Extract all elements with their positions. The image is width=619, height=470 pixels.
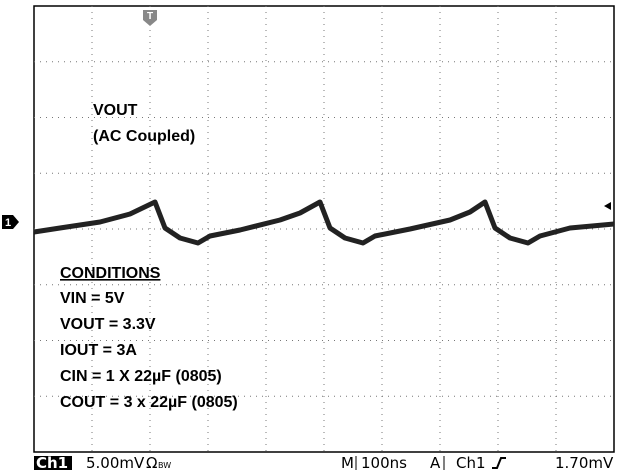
coupling-label: (AC Coupled) bbox=[93, 128, 195, 145]
condition: COUT = 3 x 22µF (0805) bbox=[60, 394, 238, 411]
scope-screen: T 1 VOUT (AC Coupled) CONDITIONS VIN = 5… bbox=[0, 0, 619, 470]
status-trigger-level: 1.70mV bbox=[555, 454, 614, 470]
signal-label: VOUT bbox=[93, 102, 138, 119]
status-timebase: 100ns bbox=[361, 454, 407, 470]
conditions-heading: CONDITIONS bbox=[60, 265, 161, 282]
condition: CIN = 1 X 22µF (0805) bbox=[60, 368, 222, 385]
status-channel: Ch1 bbox=[36, 454, 68, 470]
condition: VIN = 5V bbox=[60, 290, 125, 307]
trigger-marker: T bbox=[147, 11, 153, 22]
status-coupling: Ω bbox=[146, 454, 157, 470]
channel-marker: 1 bbox=[5, 217, 11, 229]
status-scale: 5.00mV bbox=[86, 454, 145, 470]
edge-symbol bbox=[492, 458, 506, 468]
status-acquire: A bbox=[430, 454, 441, 470]
status-timebase-prefix: M bbox=[341, 454, 354, 470]
status-bandwidth: BW bbox=[158, 461, 171, 470]
condition: IOUT = 3A bbox=[60, 342, 137, 359]
condition: VOUT = 3.3V bbox=[60, 316, 156, 333]
status-trigger-channel: Ch1 bbox=[456, 454, 486, 470]
